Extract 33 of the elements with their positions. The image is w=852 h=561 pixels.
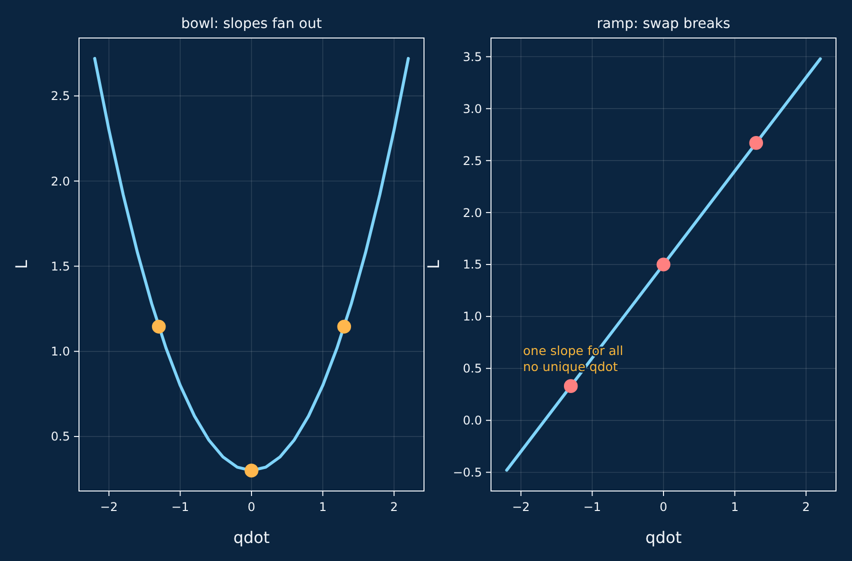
y-tick-label: 1.5 <box>50 259 70 274</box>
x-tick-label: 2 <box>802 500 810 514</box>
y-tick-label: 0.0 <box>462 414 482 428</box>
x-tick-label: 2 <box>390 500 398 514</box>
y-tick-label: 2.5 <box>462 154 482 168</box>
x-tick-label: −1 <box>583 500 602 514</box>
y-tick-label: 2.0 <box>50 174 70 188</box>
y-tick-label: −0.5 <box>452 466 482 480</box>
chart-title: ramp: swap breaks <box>596 16 730 32</box>
y-axis-title: L <box>424 260 443 269</box>
x-axis-title: qdot <box>645 528 682 547</box>
x-tick-label: −1 <box>171 500 190 514</box>
x-tick-label: 0 <box>248 500 256 514</box>
point <box>656 258 670 272</box>
y-tick-label: 1.5 <box>462 258 482 272</box>
y-tick-label: 2.5 <box>50 89 70 104</box>
y-tick-label: 1.0 <box>50 344 70 359</box>
point <box>564 379 578 393</box>
x-tick-label: −2 <box>512 500 530 514</box>
x-tick-label: 0 <box>660 500 668 514</box>
y-tick-label: 3.5 <box>462 50 482 64</box>
chart-title: bowl: slopes fan out <box>181 16 322 32</box>
y-tick-label: 3.0 <box>462 102 482 116</box>
x-tick-label: −2 <box>100 500 118 514</box>
y-axis-title: L <box>12 260 31 269</box>
y-tick-label: 2.0 <box>462 206 482 220</box>
y-tick-label: 0.5 <box>50 430 70 444</box>
y-tick-label: 1.0 <box>462 310 482 324</box>
x-axis-title: qdot <box>233 528 270 547</box>
x-tick-label: 1 <box>318 500 327 514</box>
x-tick-label: 1 <box>730 500 739 514</box>
point <box>749 136 764 150</box>
y-tick-label: 0.5 <box>462 362 482 376</box>
